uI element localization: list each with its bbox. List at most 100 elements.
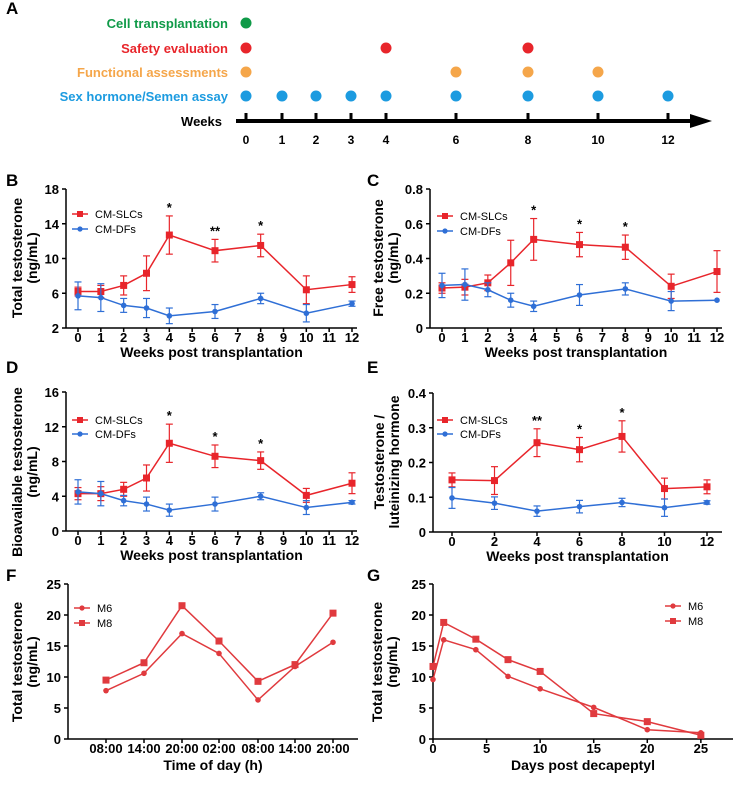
- x-tick-label: 7: [234, 533, 241, 548]
- y-tick-label: 4: [52, 489, 60, 504]
- data-point-circle: [257, 493, 264, 500]
- x-tick-label: 08:00: [241, 741, 274, 756]
- data-point-square: [643, 718, 651, 726]
- panel-letter: A: [6, 0, 18, 18]
- legend-marker-square: [442, 213, 448, 219]
- timeline-row-label: Safety evaluation: [121, 41, 228, 56]
- legend-label: M6: [97, 603, 112, 615]
- data-point-circle: [530, 303, 537, 310]
- timeline-dot: [345, 90, 357, 102]
- series-cm-dfs: [74, 479, 356, 517]
- timeline-dot: [592, 90, 604, 102]
- x-tick-label: 4: [166, 533, 174, 548]
- data-point-square: [143, 474, 150, 482]
- series-m6: [430, 637, 704, 736]
- timeline-dot: [662, 90, 674, 102]
- data-point-circle: [590, 704, 597, 711]
- legend-marker-circle: [442, 431, 448, 437]
- data-point-square: [120, 485, 128, 493]
- y-axis-label: Bioavailable testosterone: [9, 387, 25, 557]
- data-point-circle: [330, 639, 336, 646]
- x-axis-label: Weeks post transplantation: [120, 344, 303, 360]
- panel-letter: E: [367, 358, 378, 377]
- y-tick-label: 15: [47, 639, 61, 654]
- x-tick-label: 4: [533, 534, 541, 549]
- data-point-circle: [619, 499, 625, 506]
- legend-label: M6: [688, 601, 703, 613]
- data-point-circle: [704, 499, 710, 506]
- data-point-square: [302, 491, 310, 499]
- data-point-square: [120, 281, 128, 289]
- y-tick-label: 0.2: [408, 456, 426, 471]
- x-tick-label: 11: [687, 330, 701, 345]
- data-point-circle: [143, 501, 150, 507]
- series-m8: [429, 618, 705, 739]
- data-point-square: [621, 243, 629, 251]
- y-tick-label: 10: [45, 252, 59, 267]
- legend-label: M8: [97, 618, 112, 630]
- y-axis-label: (ng/mL): [385, 232, 401, 283]
- data-point-circle: [179, 630, 185, 637]
- data-point-circle: [349, 499, 355, 506]
- panel-letter: G: [367, 566, 380, 585]
- timeline-dot: [240, 66, 252, 78]
- data-point-circle: [576, 292, 583, 298]
- timeline-dot: [276, 90, 288, 102]
- panel-letter: F: [6, 566, 16, 585]
- x-tick-label: 10: [664, 330, 678, 345]
- y-tick-label: 10: [412, 670, 426, 685]
- y-axis-label: Total testosterone: [9, 602, 25, 723]
- x-tick-label: 0: [438, 330, 445, 345]
- legend-label: CM-DFs: [460, 226, 501, 238]
- data-point-square: [491, 477, 498, 485]
- y-axis-label: Total testosterone: [9, 198, 25, 319]
- y-tick-label: 0.4: [408, 386, 427, 401]
- timeline-tick-label: 0: [243, 133, 250, 147]
- y-tick-label: 25: [412, 577, 426, 592]
- x-tick-label: 9: [280, 533, 287, 548]
- x-tick-label: 2: [484, 330, 491, 345]
- series-cm-dfs: [448, 486, 711, 517]
- series-line: [432, 638, 701, 734]
- data-point-circle: [212, 501, 218, 507]
- timeline-dot: [592, 66, 604, 78]
- data-point-square: [507, 259, 515, 267]
- data-point-square: [329, 609, 337, 617]
- series-cm-dfs: [438, 268, 720, 313]
- timeline-dot: [522, 90, 534, 102]
- data-point-square: [348, 479, 356, 487]
- y-tick-label: 6: [52, 286, 59, 301]
- data-point-square: [178, 602, 186, 610]
- x-tick-label: 12: [710, 330, 724, 345]
- x-tick-label: 6: [211, 330, 218, 345]
- data-point-square: [143, 269, 150, 277]
- legend-marker-circle: [442, 228, 448, 234]
- y-axis-label: luteinizing hormone: [386, 395, 402, 528]
- y-tick-label: 5: [419, 701, 426, 716]
- y-tick-label: 5: [54, 701, 61, 716]
- legend-marker-circle: [670, 603, 676, 609]
- x-tick-label: 08:00: [89, 741, 122, 756]
- y-tick-label: 0.4: [405, 252, 424, 267]
- timeline-dot: [240, 90, 252, 102]
- x-tick-label: 20: [640, 741, 654, 756]
- data-point-circle: [212, 308, 218, 315]
- data-point-circle: [668, 298, 674, 304]
- y-tick-label: 20: [47, 608, 61, 623]
- data-point-circle: [166, 313, 173, 319]
- x-tick-label: 6: [576, 330, 583, 345]
- data-point-circle: [491, 500, 498, 506]
- y-axis-label: (ng/mL): [24, 636, 40, 687]
- y-tick-label: 0.3: [408, 421, 426, 436]
- x-tick-label: 1: [97, 533, 104, 548]
- x-axis-label: Weeks post transplantation: [485, 344, 668, 360]
- data-point-circle: [505, 673, 511, 680]
- y-axis-label: Testosterone /: [371, 415, 387, 510]
- x-tick-label: 10: [299, 330, 313, 345]
- y-axis-label: (ng/mL): [24, 446, 40, 497]
- data-point-square: [211, 247, 219, 255]
- significance-marker: *: [258, 436, 264, 451]
- data-point-square: [140, 659, 148, 667]
- y-tick-label: 0: [54, 732, 61, 747]
